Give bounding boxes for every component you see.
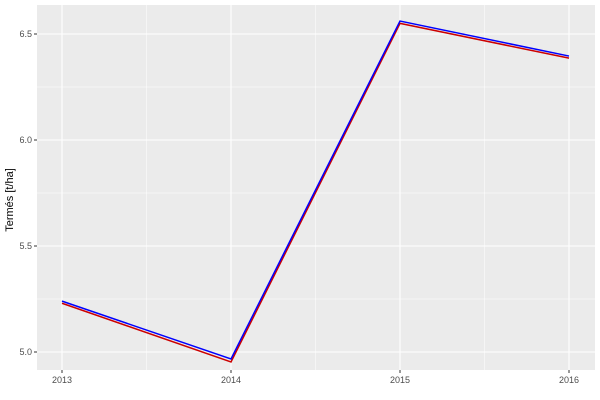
x-tick-label: 2013 (52, 375, 72, 385)
series-line-0 (61, 22, 570, 363)
y-tick-label: 5.0 (19, 347, 32, 357)
y-tick-label: 6.0 (19, 135, 32, 145)
gridlines (37, 5, 595, 370)
y-tick-label: 6.5 (19, 29, 32, 39)
series-line-1 (61, 20, 570, 360)
axes: 5.0 5.5 6.0 6.5 2013 2014 2015 2016 (19, 29, 579, 385)
y-axis-label: Termés [t/ha] (4, 168, 16, 232)
x-tick-label: 2015 (390, 375, 410, 385)
series-lines (61, 20, 570, 363)
x-tick-label: 2014 (221, 375, 241, 385)
y-tick-label: 5.5 (19, 241, 32, 251)
x-tick-label: 2016 (559, 375, 579, 385)
